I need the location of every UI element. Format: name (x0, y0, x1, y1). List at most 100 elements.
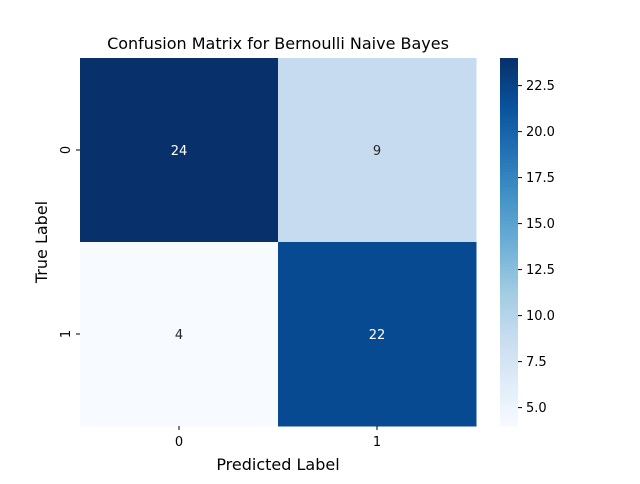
colorbar-segment (500, 82, 518, 87)
colorbar-segment (500, 318, 518, 323)
colorbar-segment (500, 196, 518, 200)
colorbar-segment (500, 370, 518, 375)
colorbar-segment (500, 343, 518, 347)
colorbar-segment (500, 291, 518, 295)
colorbar-segment (500, 189, 518, 194)
colorbar-segment (500, 352, 518, 357)
colorbar-segment (500, 97, 518, 102)
colorbar-segment (500, 245, 518, 249)
colorbar-segment (500, 229, 518, 234)
colorbar-segment (500, 389, 518, 393)
colorbar-segment (500, 266, 518, 271)
cell-annotation-0-1: 9 (373, 144, 381, 159)
x-tick-label: 0 (175, 435, 183, 450)
y-tick-label: 0 (59, 146, 74, 154)
colorbar-segment (500, 85, 518, 90)
colorbar-segment (500, 238, 518, 243)
colorbar-segment (500, 131, 518, 136)
colorbar-segment (500, 395, 518, 399)
colorbar-tick-label: 20.0 (526, 125, 555, 140)
colorbar-segment (500, 223, 518, 228)
heatmap-cell-1-0 (80, 242, 279, 427)
colorbar-tick-label: 15.0 (526, 217, 555, 232)
heatmap-cell-0-1 (278, 58, 477, 243)
colorbar-segment (500, 413, 518, 418)
x-tick-label: 1 (373, 435, 381, 450)
colorbar-segment (500, 315, 518, 320)
colorbar-segment (500, 122, 518, 127)
colorbar-segment (500, 168, 518, 173)
colorbar-segment (500, 128, 518, 133)
heatmap-cell-1-1 (278, 242, 477, 427)
colorbar-segment (500, 110, 518, 114)
colorbar-segment (500, 257, 518, 261)
colorbar-segment (500, 76, 518, 81)
colorbar-segment (500, 407, 518, 412)
colorbar-segment (500, 404, 518, 409)
colorbar: 5.0 7.5 10.0 12.5 15.0 17.5 20.0 22.5 (500, 58, 555, 427)
colorbar-segment (500, 79, 518, 84)
colorbar-segment (500, 251, 518, 255)
colorbar-segment (500, 327, 518, 332)
y-axis: 01 (59, 146, 80, 338)
cell-annotation-1-0: 4 (175, 328, 183, 343)
colorbar-tick-label: 22.5 (526, 79, 555, 94)
colorbar-segment (500, 217, 518, 222)
colorbar-segment (500, 288, 518, 292)
heatmap-cells (80, 58, 477, 427)
colorbar-segment (500, 153, 518, 157)
colorbar-segment (500, 226, 518, 231)
colorbar-segment (500, 392, 518, 396)
colorbar-segment (500, 192, 518, 197)
colorbar-segment (500, 180, 518, 185)
colorbar-segment (500, 208, 518, 212)
colorbar-segment (500, 294, 518, 298)
colorbar-segment (500, 73, 518, 77)
colorbar-segment (500, 334, 518, 338)
colorbar-segment (500, 306, 518, 311)
colorbar-tick-label: 10.0 (526, 309, 555, 324)
colorbar-segment (500, 309, 518, 314)
colorbar-segment (500, 330, 518, 335)
colorbar-segment (500, 380, 518, 384)
colorbar-segment (500, 107, 518, 111)
colorbar-segment (500, 177, 518, 182)
colorbar-segment (500, 401, 518, 406)
cell-annotations: 24 9 4 22 (171, 144, 386, 343)
colorbar-tick-label: 5.0 (526, 401, 547, 416)
colorbar-segment (500, 146, 518, 151)
colorbar-segment (500, 383, 518, 387)
y-tick-label: 1 (59, 330, 74, 338)
colorbar-segment (500, 100, 518, 105)
colorbar-segment (500, 165, 518, 169)
colorbar-segment (500, 186, 518, 191)
colorbar-segment (500, 156, 518, 160)
colorbar-segment (500, 137, 518, 142)
colorbar-segment (500, 278, 518, 283)
colorbar-segment (500, 419, 518, 424)
colorbar-segment (500, 337, 518, 341)
colorbar-segment (500, 150, 518, 154)
colorbar-tick-label: 17.5 (526, 171, 555, 186)
colorbar-segment (500, 232, 518, 237)
colorbar-segment (500, 386, 518, 390)
colorbar-segment (500, 254, 518, 258)
colorbar-segment (500, 143, 518, 148)
colorbar-segment (500, 303, 518, 307)
colorbar-segment (500, 211, 518, 215)
colorbar-segment (500, 275, 518, 280)
colorbar-segment (500, 361, 518, 366)
colorbar-segment (500, 205, 518, 209)
colorbar-segment (500, 125, 518, 130)
colorbar-segment (500, 398, 518, 403)
colorbar-segment (500, 410, 518, 415)
colorbar-segment (500, 183, 518, 188)
colorbar-segment (500, 269, 518, 274)
colorbar-segment (500, 88, 518, 93)
colorbar-segment (500, 272, 518, 277)
colorbar-segment (500, 297, 518, 301)
colorbar-segment (500, 349, 518, 353)
colorbar-tick-label: 12.5 (526, 263, 555, 278)
